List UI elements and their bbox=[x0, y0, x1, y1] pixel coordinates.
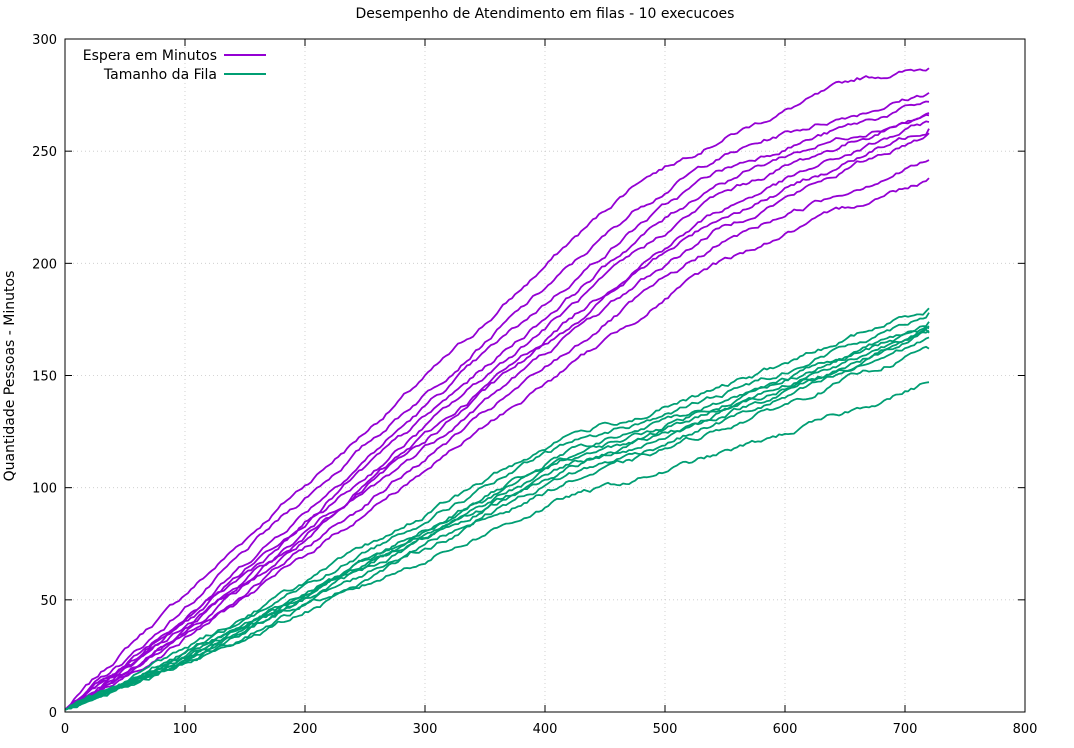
y-tick-label: 100 bbox=[32, 482, 57, 497]
series-line-espera-4 bbox=[64, 114, 930, 711]
y-tick-label: 50 bbox=[40, 594, 57, 609]
x-tick-label: 200 bbox=[293, 722, 318, 737]
chart-title: Desempenho de Atendimento em filas - 10 … bbox=[356, 6, 735, 22]
series-line-espera-1 bbox=[64, 67, 930, 711]
y-tick-label: 150 bbox=[32, 370, 57, 385]
series-line-fila-7 bbox=[64, 345, 930, 711]
series-line-fila-6 bbox=[64, 336, 930, 711]
x-tick-label: 800 bbox=[1013, 722, 1038, 737]
series-line-fila-8 bbox=[64, 381, 930, 711]
x-tick-label: 300 bbox=[413, 722, 438, 737]
axis-ticks: 0 100 200 300 400 500 600 700 800 0 50 100 150 200 250… bbox=[32, 33, 1037, 737]
y-tick-label: 200 bbox=[32, 257, 57, 272]
series-line-espera-8 bbox=[64, 159, 930, 711]
legend: Espera em Minutos Tamanho da Fila bbox=[83, 48, 266, 83]
series-line-fila-9 bbox=[64, 326, 930, 711]
x-tick-label: 100 bbox=[173, 722, 198, 737]
x-tick-label: 500 bbox=[653, 722, 678, 737]
series-line-fila-1 bbox=[64, 307, 930, 711]
y-axis-label: Quantidade Pessoas - Minutos bbox=[2, 271, 18, 482]
series-line-fila-10 bbox=[64, 329, 930, 711]
series-line-espera-9 bbox=[64, 177, 930, 711]
y-tick-label: 0 bbox=[49, 706, 57, 721]
series-line-espera-5 bbox=[64, 112, 930, 711]
series-line-espera-3 bbox=[64, 100, 930, 711]
series-line-fila-2 bbox=[64, 312, 930, 711]
series-line-espera-10 bbox=[64, 128, 930, 711]
legend-label: Espera em Minutos bbox=[83, 48, 217, 64]
x-tick-label: 400 bbox=[533, 722, 558, 737]
x-tick-label: 0 bbox=[61, 722, 69, 737]
series-lines bbox=[64, 67, 930, 711]
y-tick-label: 250 bbox=[32, 145, 57, 160]
series-line-fila-5 bbox=[64, 328, 930, 711]
series-line-espera-7 bbox=[64, 132, 930, 711]
legend-label: Tamanho da Fila bbox=[103, 67, 217, 83]
y-tick-label: 300 bbox=[32, 33, 57, 48]
x-tick-label: 700 bbox=[893, 722, 918, 737]
series-line-espera-6 bbox=[64, 120, 930, 711]
series-line-espera-2 bbox=[64, 92, 930, 711]
x-tick-label: 600 bbox=[773, 722, 798, 737]
